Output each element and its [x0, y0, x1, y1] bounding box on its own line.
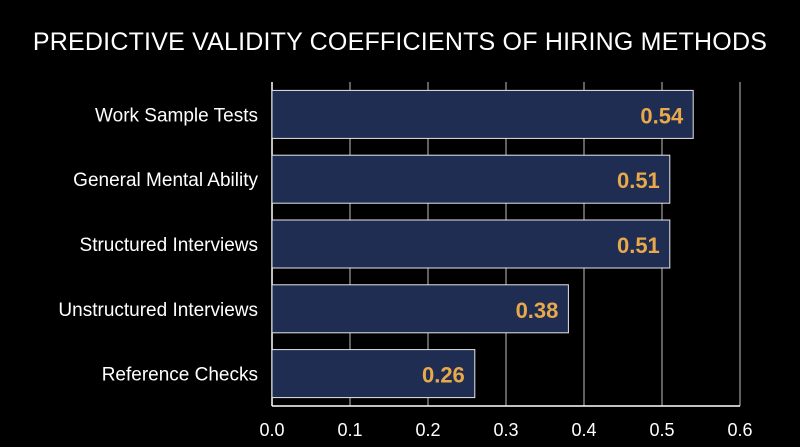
category-label: Unstructured Interviews: [58, 300, 258, 321]
x-tick-label: 0.2: [415, 420, 440, 440]
value-label: 0.26: [422, 363, 465, 388]
category-label: Structured Interviews: [80, 235, 258, 256]
x-tick-label: 0.0: [259, 420, 284, 440]
value-label: 0.38: [516, 298, 559, 323]
bar: [271, 284, 569, 334]
bar: [271, 154, 671, 204]
category-label: General Mental Ability: [73, 170, 258, 191]
x-tick-label: 0.6: [727, 420, 752, 440]
x-tick-label: 0.5: [649, 420, 674, 440]
value-label: 0.51: [617, 233, 660, 258]
value-label: 0.54: [640, 103, 684, 128]
value-label: 0.51: [617, 168, 660, 193]
bar: [271, 89, 694, 139]
bar: [271, 349, 476, 399]
category-label: Work Sample Tests: [95, 105, 258, 126]
x-tick-label: 0.4: [571, 420, 596, 440]
x-tick-label: 0.1: [337, 420, 362, 440]
category-label: Reference Checks: [102, 365, 258, 386]
bar: [271, 219, 671, 269]
x-tick-label: 0.3: [493, 420, 518, 440]
chart-title: PREDICTIVE VALIDITY COEFFICIENTS OF HIRI…: [32, 28, 768, 56]
